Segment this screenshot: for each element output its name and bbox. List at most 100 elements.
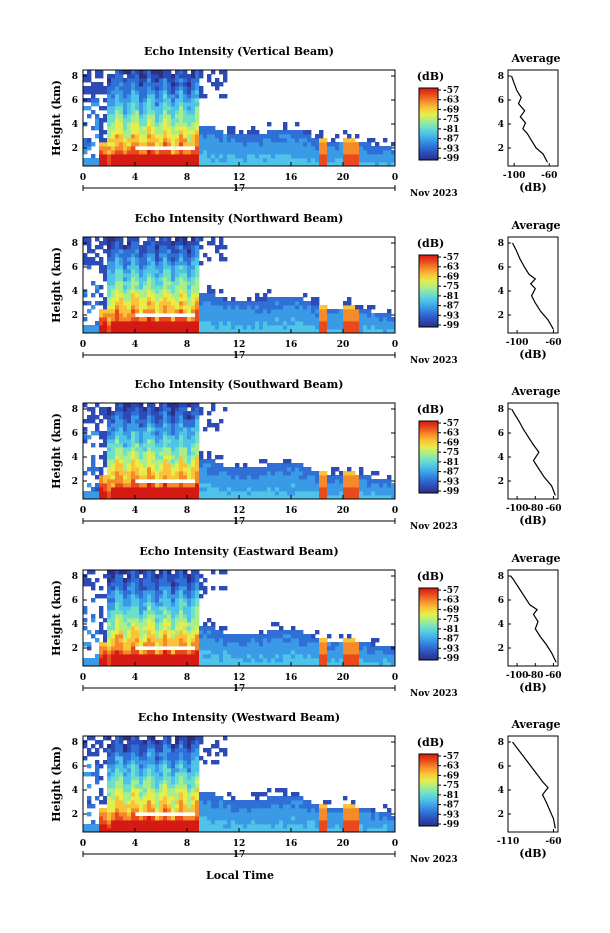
- heatmap-cell: [131, 273, 135, 277]
- heatmap-cell: [375, 325, 379, 329]
- heatmap-cell: [147, 459, 151, 463]
- heatmap-cell: [191, 658, 195, 662]
- x-tick-label: 0: [392, 340, 398, 350]
- heatmap-cell: [251, 130, 255, 134]
- heatmap-cell: [211, 142, 215, 146]
- heatmap-cell: [371, 313, 375, 317]
- heatmap-cell: [343, 130, 347, 134]
- heatmap-cell: [319, 317, 323, 321]
- heatmap-cell: [359, 467, 363, 471]
- heatmap-cell: [155, 788, 159, 792]
- heatmap-cell: [95, 491, 99, 495]
- heatmap-cell: [119, 325, 123, 329]
- heatmap-cell: [143, 265, 147, 269]
- colorbar-unit-label: (dB): [417, 403, 444, 416]
- heatmap-cell: [203, 321, 207, 325]
- heatmap-cell: [83, 471, 87, 475]
- heatmap-cell: [187, 281, 191, 285]
- heatmap-cell: [243, 642, 247, 646]
- heatmap-cell: [163, 451, 167, 455]
- heatmap-cell: [123, 423, 127, 427]
- heatmap-cell: [339, 158, 343, 162]
- heatmap-cell: [215, 475, 219, 479]
- heatmap-cell: [135, 788, 139, 792]
- heatmap-cell: [83, 301, 87, 305]
- heatmap-cell: [123, 126, 127, 130]
- heatmap-cell: [187, 820, 191, 824]
- heatmap-cell: [383, 658, 387, 662]
- heatmap-cell: [91, 281, 95, 285]
- heatmap-cell: [179, 309, 183, 313]
- heatmap-cell: [263, 293, 267, 297]
- heatmap-cell: [191, 776, 195, 780]
- heatmap-cell: [123, 253, 127, 257]
- heatmap-cell: [147, 586, 151, 590]
- heatmap-cell: [139, 792, 143, 796]
- heatmap-cell: [227, 150, 231, 154]
- heatmap-cell: [347, 309, 351, 313]
- heatmap-cell: [143, 86, 147, 90]
- y-tick-label: 8: [72, 72, 78, 82]
- heatmap-cell: [303, 317, 307, 321]
- heatmap-cell: [331, 158, 335, 162]
- heatmap-cell: [179, 110, 183, 114]
- heatmap-cell: [251, 154, 255, 158]
- heatmap-cell: [207, 313, 211, 317]
- heatmap-cell: [271, 301, 275, 305]
- heatmap-cell: [219, 321, 223, 325]
- heatmap-cell: [311, 305, 315, 309]
- heatmap-cell: [259, 158, 263, 162]
- heatmap-cell: [183, 756, 187, 760]
- heatmap-cell: [187, 804, 191, 808]
- heatmap-cell: [195, 748, 199, 752]
- heatmap-cell: [219, 146, 223, 150]
- heatmap-cell: [119, 479, 123, 483]
- heatmap-cell: [167, 114, 171, 118]
- heatmap-cell: [179, 142, 183, 146]
- heatmap-cell: [267, 130, 271, 134]
- heatmap-cell: [131, 277, 135, 281]
- heatmap-cell: [119, 820, 123, 824]
- heatmap-cell: [131, 614, 135, 618]
- heatmap-cell: [159, 614, 163, 618]
- heatmap-cell: [119, 74, 123, 78]
- heatmap-cell: [335, 646, 339, 650]
- heatmap-cell: [83, 78, 87, 82]
- heatmap-cell: [155, 265, 159, 269]
- heatmap-cell: [103, 796, 107, 800]
- heatmap-cell: [195, 82, 199, 86]
- heatmap-cell: [111, 570, 115, 574]
- heatmap-cell: [263, 301, 267, 305]
- heatmap-cell: [239, 158, 243, 162]
- heatmap-cell: [91, 86, 95, 90]
- heatmap-cell: [287, 321, 291, 325]
- heatmap-cell: [335, 158, 339, 162]
- heatmap-cell: [195, 138, 199, 142]
- heatmap-cell: [235, 154, 239, 158]
- heatmap-cell: [195, 479, 199, 483]
- panel-3: Echo Intensity (Eastward Beam)2468Height…: [50, 545, 562, 699]
- heatmap-cell: [359, 158, 363, 162]
- heatmap-cell: [239, 130, 243, 134]
- heatmap-cell: [123, 301, 127, 305]
- heatmap-cell: [151, 70, 155, 74]
- y-tick-label: 4: [72, 287, 78, 297]
- heatmap-cell: [127, 574, 131, 578]
- heatmap-cell: [239, 325, 243, 329]
- heatmap-cell: [135, 658, 139, 662]
- heatmap-cell: [127, 788, 131, 792]
- heatmap-cell: [103, 443, 107, 447]
- heatmap-cell: [115, 455, 119, 459]
- heatmap-cell: [355, 650, 359, 654]
- heatmap-cell: [191, 415, 195, 419]
- heatmap-cell: [239, 305, 243, 309]
- heatmap-cell: [199, 816, 203, 820]
- heatmap-cell: [215, 134, 219, 138]
- heatmap-cell: [191, 455, 195, 459]
- heatmap-cell: [187, 419, 191, 423]
- heatmap-cell: [283, 634, 287, 638]
- heatmap-cell: [91, 804, 95, 808]
- heatmap-cell: [127, 86, 131, 90]
- heatmap-cell: [147, 94, 151, 98]
- heatmap-cell: [127, 451, 131, 455]
